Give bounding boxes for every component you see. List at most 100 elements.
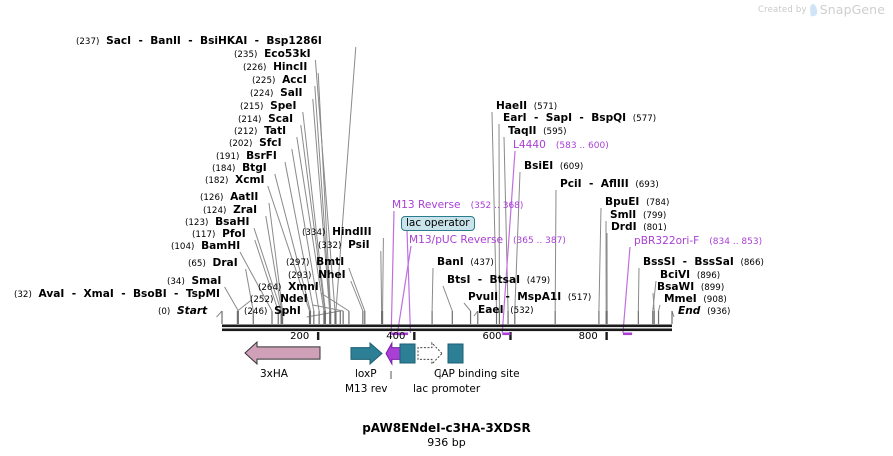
enzyme-label[interactable]: (214) ScaI bbox=[238, 114, 293, 126]
enzyme-name[interactable]: BtsI bbox=[447, 274, 471, 286]
enzyme-name[interactable]: SfcI bbox=[259, 137, 282, 149]
feature-name-label[interactable]: CAP binding site bbox=[434, 368, 520, 380]
enzyme-label[interactable]: (34) SmaI bbox=[167, 276, 221, 288]
enzyme-label[interactable]: EaeI (532) bbox=[478, 305, 534, 317]
enzyme-name[interactable]: EarI bbox=[503, 112, 527, 124]
enzyme-label[interactable]: (246) SphI bbox=[244, 306, 301, 318]
enzyme-label[interactable]: (252) NdeI bbox=[250, 294, 308, 306]
enzyme-name[interactable]: AccI bbox=[282, 74, 307, 86]
enzyme-name[interactable]: BpuEI bbox=[605, 196, 640, 208]
enzyme-label[interactable]: (202) SfcI bbox=[229, 138, 282, 150]
enzyme-name[interactable]: BtgI bbox=[242, 162, 267, 174]
enzyme-name[interactable]: BmtI bbox=[316, 256, 345, 268]
lac-operator-badge[interactable]: lac operator bbox=[401, 216, 475, 231]
feature-arrow-left[interactable] bbox=[244, 340, 321, 366]
enzyme-label[interactable]: (332) PsiI bbox=[318, 240, 370, 252]
enzyme-name[interactable]: XmaI bbox=[83, 288, 114, 300]
enzyme-name[interactable]: SapI bbox=[545, 112, 573, 124]
enzyme-name[interactable]: NdeI bbox=[280, 293, 308, 305]
feature-arrow-left[interactable] bbox=[385, 341, 401, 366]
enzyme-label[interactable]: (123) BsaHI bbox=[185, 217, 249, 229]
primer-label[interactable]: pBR322ori-F (834 .. 853) bbox=[634, 236, 762, 248]
enzyme-name[interactable]: BanI bbox=[437, 256, 464, 268]
enzyme-label[interactable]: BpuEI (784) bbox=[605, 197, 669, 209]
enzyme-label[interactable]: PciI - AflIII (693) bbox=[560, 179, 659, 191]
enzyme-name[interactable]: DrdI bbox=[611, 221, 637, 233]
enzyme-label[interactable]: (334) HindIII bbox=[302, 227, 372, 239]
enzyme-name[interactable]: AflIII bbox=[600, 178, 629, 190]
enzyme-name[interactable]: BsiHKAI bbox=[200, 35, 248, 47]
enzyme-name[interactable]: SmlI bbox=[610, 209, 637, 221]
enzyme-label[interactable]: (126) AatII bbox=[200, 192, 258, 204]
enzyme-label[interactable]: (191) BsrFI bbox=[216, 151, 277, 163]
enzyme-label[interactable]: (117) PfoI bbox=[192, 229, 246, 241]
enzyme-name[interactable]: HaeII bbox=[496, 100, 528, 112]
enzyme-name[interactable]: TatI bbox=[264, 125, 287, 137]
feature-arrow-open[interactable] bbox=[417, 341, 443, 366]
enzyme-label[interactable]: (293) NheI bbox=[288, 270, 346, 282]
enzyme-label[interactable]: BsiEI (609) bbox=[524, 161, 583, 173]
enzyme-name[interactable]: XcmI bbox=[235, 174, 265, 186]
enzyme-label[interactable]: MmeI (908) bbox=[664, 294, 727, 306]
enzyme-name[interactable]: TaqII bbox=[508, 125, 537, 137]
enzyme-name[interactable]: XmnI bbox=[288, 281, 319, 293]
enzyme-label[interactable]: (297) BmtI bbox=[286, 257, 344, 269]
enzyme-name[interactable]: Bsp1286I bbox=[266, 35, 322, 47]
enzyme-name[interactable]: NheI bbox=[318, 269, 346, 281]
enzyme-label[interactable]: (264) XmnI bbox=[258, 282, 319, 294]
enzyme-label[interactable]: HaeII (571) bbox=[496, 101, 557, 113]
enzyme-label[interactable]: (225) AccI bbox=[252, 75, 307, 87]
feature-box[interactable] bbox=[399, 343, 416, 364]
enzyme-name[interactable]: BssSaI bbox=[694, 256, 734, 268]
feature-name-label[interactable]: loxP bbox=[355, 368, 377, 380]
enzyme-name[interactable]: BsrFI bbox=[246, 150, 277, 162]
enzyme-name[interactable]: EaeI bbox=[478, 304, 504, 316]
enzyme-name[interactable]: BssSI bbox=[643, 256, 676, 268]
enzyme-name[interactable]: PciI bbox=[560, 178, 582, 190]
enzyme-name[interactable]: BciVI bbox=[660, 269, 691, 281]
enzyme-label[interactable]: BsaWI (899) bbox=[657, 282, 724, 294]
enzyme-name[interactable]: AatII bbox=[230, 191, 259, 203]
enzyme-name[interactable]: SalI bbox=[280, 87, 303, 99]
enzyme-label[interactable]: (215) SpeI bbox=[240, 101, 296, 113]
enzyme-label[interactable]: EarI - SapI - BspQI (577) bbox=[503, 113, 656, 125]
enzyme-name[interactable]: PvuII bbox=[468, 291, 499, 303]
primer-name[interactable]: L4440 bbox=[513, 139, 546, 151]
enzyme-name[interactable]: SpeI bbox=[270, 100, 297, 112]
enzyme-name[interactable]: DraI bbox=[212, 257, 238, 269]
feature-arrow-right[interactable] bbox=[350, 341, 383, 366]
enzyme-name[interactable]: MspA1I bbox=[517, 291, 562, 303]
enzyme-name[interactable]: PsiI bbox=[348, 239, 370, 251]
primer-name[interactable]: M13 Reverse bbox=[392, 199, 461, 211]
enzyme-name[interactable]: HincII bbox=[273, 61, 308, 73]
enzyme-name[interactable]: HindIII bbox=[332, 226, 372, 238]
enzyme-label[interactable]: TaqII (595) bbox=[508, 126, 567, 138]
enzyme-name[interactable]: Eco53kI bbox=[264, 48, 311, 60]
enzyme-label[interactable]: BssSI - BssSaI (866) bbox=[643, 257, 764, 269]
feature-name-label[interactable]: lac promoter bbox=[413, 383, 481, 395]
enzyme-name[interactable]: SacI bbox=[106, 35, 132, 47]
enzyme-name[interactable]: MmeI bbox=[664, 293, 697, 305]
primer-name[interactable]: M13/pUC Reverse bbox=[409, 234, 504, 246]
enzyme-label[interactable]: BanI (437) bbox=[437, 257, 494, 269]
enzyme-name[interactable]: BsaWI bbox=[657, 281, 695, 293]
enzyme-name[interactable]: SphI bbox=[274, 305, 301, 317]
enzyme-label[interactable]: PvuII - MspA1I (517) bbox=[468, 292, 591, 304]
primer-label[interactable]: M13 Reverse (352 .. 368) bbox=[392, 200, 523, 212]
enzyme-name[interactable]: ScaI bbox=[268, 113, 294, 125]
feature-name-label[interactable]: M13 rev bbox=[345, 383, 388, 395]
feature-box[interactable] bbox=[447, 343, 464, 364]
enzyme-label[interactable]: (226) HincII bbox=[243, 62, 307, 74]
enzyme-name[interactable]: BsaHI bbox=[215, 216, 250, 228]
enzyme-label[interactable]: End (936) bbox=[678, 306, 730, 318]
enzyme-name[interactable]: TspMI bbox=[185, 288, 221, 300]
enzyme-label[interactable]: (124) ZraI bbox=[203, 205, 257, 217]
enzyme-name[interactable]: BsoBI bbox=[132, 288, 167, 300]
enzyme-name[interactable]: BanII bbox=[150, 35, 181, 47]
feature-name-label[interactable]: 3xHA bbox=[260, 368, 288, 380]
enzyme-name[interactable]: BtsaI bbox=[489, 274, 521, 286]
enzyme-label[interactable]: (182) XcmI bbox=[205, 175, 265, 187]
enzyme-label[interactable]: (224) SalI bbox=[250, 88, 302, 100]
primer-label[interactable]: M13/pUC Reverse (365 .. 387) bbox=[409, 235, 566, 247]
enzyme-name[interactable]: End bbox=[678, 305, 701, 317]
